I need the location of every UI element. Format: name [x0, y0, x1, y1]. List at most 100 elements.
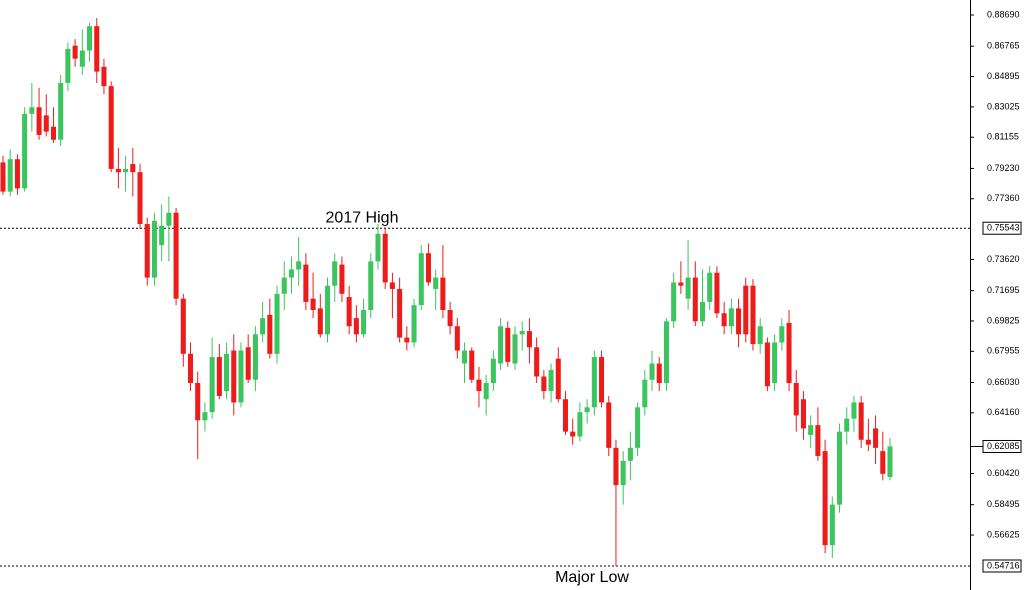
candle-body	[425, 253, 431, 283]
candle-body	[808, 425, 814, 435]
candle-body	[123, 168, 129, 173]
candle-body	[512, 334, 518, 364]
candle-body	[22, 113, 28, 189]
candle-body	[620, 460, 626, 486]
candle-body	[404, 337, 410, 343]
level-price-box	[982, 559, 1022, 573]
candle-body	[368, 261, 374, 311]
candle-body	[173, 212, 179, 299]
candle-body	[209, 357, 215, 413]
candle-body	[94, 26, 100, 72]
candle-body	[462, 350, 468, 364]
candle-body	[144, 224, 150, 278]
candle-body	[786, 322, 792, 383]
candle-body	[260, 318, 266, 335]
candle-body	[490, 358, 496, 383]
candle-body	[764, 342, 770, 387]
candle-body	[505, 327, 511, 362]
last-price-label: 0.62085	[987, 441, 1020, 451]
candle-body	[469, 350, 475, 380]
candle-body	[577, 412, 583, 437]
candle-body	[714, 272, 720, 314]
candle-body	[627, 447, 633, 461]
candle-body	[14, 159, 20, 189]
level-annotation: Major Low	[555, 569, 629, 586]
candle-body	[844, 418, 850, 432]
candle-body	[245, 347, 251, 380]
candle-body	[252, 334, 258, 380]
candle-body	[288, 269, 294, 278]
candle-body	[317, 308, 323, 335]
candle-body	[865, 439, 871, 445]
y-tick-label: 0.88690	[987, 9, 1020, 19]
candle-body	[101, 66, 107, 87]
candle-body	[375, 233, 381, 262]
candle-body	[880, 451, 886, 474]
last-price-box	[982, 439, 1022, 453]
candle-body	[216, 357, 222, 396]
candle-body	[166, 212, 172, 226]
candle-body	[411, 305, 417, 343]
candle-body	[281, 277, 287, 294]
candle-body	[447, 310, 453, 327]
y-tick-label: 0.73620	[987, 254, 1020, 264]
candle-body	[303, 264, 309, 302]
candle-body	[800, 399, 806, 429]
candle-body	[151, 220, 157, 278]
candle-body	[382, 233, 388, 283]
candle-body	[238, 350, 244, 403]
y-tick-label: 0.66030	[987, 377, 1020, 387]
candle-body	[332, 261, 338, 286]
candle-body	[389, 282, 395, 289]
candle-body	[519, 331, 525, 335]
candle-body	[678, 282, 684, 286]
y-tick-label: 0.60420	[987, 468, 1020, 478]
candle-body	[87, 26, 93, 51]
candle-body	[0, 162, 6, 192]
level-annotation: 2017 High	[326, 209, 399, 226]
candle-body	[296, 261, 302, 270]
candle-body	[108, 86, 114, 169]
level-price-label: 0.75543	[987, 223, 1020, 233]
candle-body	[346, 297, 352, 327]
candle-body	[829, 504, 835, 546]
candle-body	[50, 126, 57, 140]
y-tick-label: 0.81155	[987, 132, 1019, 142]
candle-body	[353, 318, 359, 335]
y-tick-label: 0.56625	[987, 529, 1020, 539]
candle-body	[36, 107, 42, 135]
level-price-box	[982, 221, 1022, 235]
candle-body	[476, 379, 482, 392]
candle-body	[721, 313, 727, 327]
candle-body	[339, 264, 345, 294]
y-tick-label: 0.67955	[987, 346, 1020, 356]
candle-body	[130, 164, 136, 173]
candle-body	[137, 172, 143, 225]
candle-body	[663, 321, 669, 383]
candle-body	[692, 277, 698, 322]
candle-body	[433, 277, 439, 289]
candle-body	[635, 407, 641, 448]
candle-body	[43, 115, 49, 132]
candle-body	[851, 402, 857, 419]
candle-body	[526, 331, 532, 348]
candle-body	[541, 376, 547, 392]
candle-body	[887, 446, 893, 478]
candle-body	[599, 357, 605, 403]
candle-body	[534, 347, 540, 377]
candle-body	[361, 310, 367, 335]
candle-body	[570, 431, 576, 437]
candle-body	[115, 168, 121, 173]
candle-body	[65, 48, 71, 83]
candle-body	[58, 82, 64, 140]
candle-body	[7, 159, 13, 192]
candle-body	[454, 326, 460, 351]
candle-body	[649, 363, 655, 380]
candle-body	[440, 277, 446, 311]
y-tick-label: 0.83025	[987, 101, 1020, 111]
candle-body	[231, 350, 237, 403]
candle-body	[324, 285, 331, 335]
candle-body	[591, 357, 597, 408]
